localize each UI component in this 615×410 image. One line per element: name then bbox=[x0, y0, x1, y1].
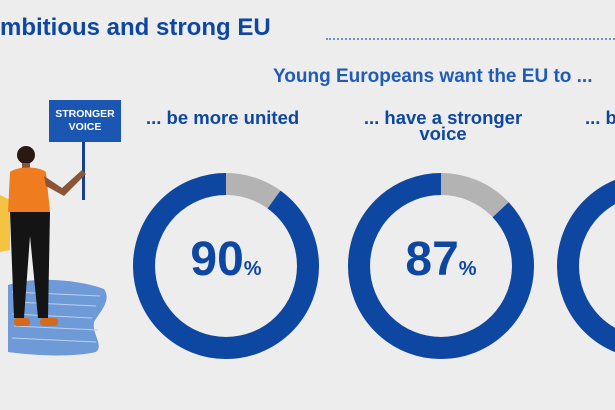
stat-value-united: 90% bbox=[166, 232, 286, 287]
stat-label-united: ... be more united bbox=[146, 107, 300, 128]
sign-line-1: STRONGER bbox=[55, 108, 115, 120]
stat-label-third: ... b bbox=[585, 107, 615, 128]
ring-united-arc bbox=[133, 173, 319, 359]
stat-label-voice-line2: voice bbox=[419, 123, 467, 144]
stat-value-united-number: 90 bbox=[190, 233, 244, 286]
sign-board-shape bbox=[49, 100, 121, 142]
person-pants-shape bbox=[10, 212, 50, 318]
stat-value-voice-unit: % bbox=[458, 258, 477, 280]
ground-patch-shape bbox=[8, 279, 107, 356]
ground-texture-shape bbox=[11, 291, 101, 343]
stat-label-voice: ... have a stronger voice bbox=[355, 107, 531, 144]
background-figure-shape bbox=[0, 195, 10, 252]
person-neck-shape bbox=[22, 163, 30, 171]
page-title: mbitious and strong EU bbox=[0, 14, 271, 41]
stat-label-voice-line1: ... have a stronger bbox=[363, 107, 523, 128]
stat-value-voice: 87% bbox=[381, 232, 501, 287]
sign-pole-shape bbox=[82, 138, 85, 200]
ring-voice-arc bbox=[348, 173, 534, 359]
sign-text: STRONGER VOICE bbox=[49, 108, 121, 134]
sign-line-2: VOICE bbox=[68, 121, 102, 133]
person-head-shape bbox=[17, 146, 35, 164]
donut-rings bbox=[133, 173, 615, 359]
person-shirt-shape bbox=[8, 167, 50, 212]
ring-third-track bbox=[557, 179, 615, 353]
person-left-shoe-shape bbox=[14, 318, 30, 326]
stat-value-voice-number: 87 bbox=[405, 233, 459, 286]
title-divider bbox=[326, 38, 615, 40]
stat-value-united-unit: % bbox=[243, 258, 262, 280]
subtitle: Young Europeans want the EU to ... bbox=[273, 66, 593, 87]
person-arm-shape bbox=[44, 170, 86, 196]
person-right-shoe-shape bbox=[40, 318, 58, 326]
